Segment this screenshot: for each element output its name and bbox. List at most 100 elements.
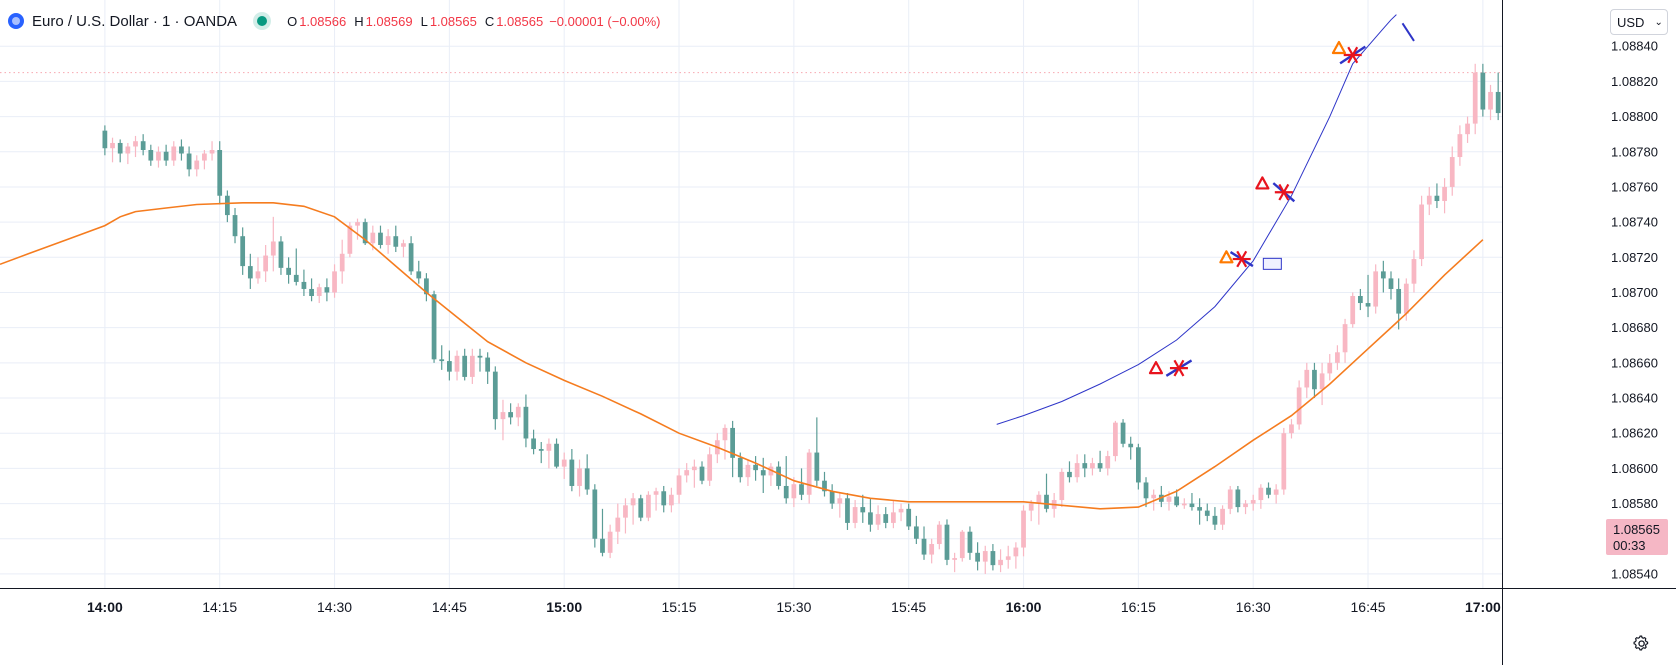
candle-body [156, 151, 161, 161]
symbol-legend: Euro / U.S. Dollar · 1 · OANDA O 1.08566 … [8, 10, 661, 32]
candle-down [309, 278, 314, 302]
candle-body [776, 466, 781, 486]
symbol-title[interactable]: Euro / U.S. Dollar · 1 · OANDA [32, 12, 238, 30]
candle-body [171, 146, 177, 161]
candle-down [776, 461, 781, 490]
candle-down [1120, 419, 1126, 448]
candle-up [1542, 37, 1547, 72]
candle-body [829, 491, 835, 504]
candle-body [1350, 296, 1356, 325]
candle-down [1143, 477, 1149, 508]
plot-area [0, 14, 1562, 574]
candle-body [1411, 259, 1417, 284]
currency-selector[interactable]: USD ⌄ [1610, 9, 1668, 35]
candle-up [959, 529, 965, 562]
price-tick-label: 1.08840 [1611, 39, 1658, 54]
candle-up [929, 538, 935, 564]
candle-body [401, 243, 406, 247]
candle-body [393, 236, 399, 247]
candle-body [1128, 443, 1134, 448]
candle-body [523, 406, 529, 439]
candle-body [1327, 362, 1333, 374]
candle-body [500, 412, 506, 420]
candle-body [263, 255, 269, 272]
cross-marker [1339, 45, 1366, 65]
candle-body [1526, 78, 1531, 89]
candle-body [852, 507, 858, 523]
candle-body [1396, 288, 1402, 314]
candle-body [179, 146, 184, 154]
axis-corner [1503, 589, 1676, 665]
candle-down [431, 290, 437, 363]
candle-down [638, 494, 644, 522]
candle-body [699, 466, 705, 481]
candle-body [990, 551, 996, 566]
triangle-marker [1255, 176, 1270, 190]
candle-body [607, 531, 613, 553]
candle-down [1557, 67, 1562, 143]
low-label: L [420, 13, 428, 29]
candle-body [186, 153, 192, 170]
candle-down [569, 449, 575, 492]
candle-body [1105, 456, 1111, 469]
price-axis: 1.085401.085601.085801.086001.086201.086… [1611, 39, 1658, 582]
candle-up [1105, 450, 1111, 476]
candle-body [1335, 352, 1340, 363]
candle-body [355, 222, 360, 226]
time-tick-label: 15:15 [662, 599, 697, 615]
candle-down [117, 139, 123, 163]
candle-down [462, 348, 468, 381]
candle-body [737, 457, 743, 478]
time-tick-label: 15:45 [891, 599, 926, 615]
candle-body [929, 544, 935, 555]
candle-body [1358, 296, 1363, 304]
cross-marker [1272, 182, 1296, 203]
candle-body [676, 475, 682, 495]
candle-up [332, 264, 337, 298]
candle-body [691, 466, 697, 471]
price-tick-label: 1.08580 [1611, 496, 1658, 511]
candle-body [875, 514, 881, 525]
candle-up [615, 503, 621, 545]
candle-down [975, 542, 980, 571]
candle-body [1465, 123, 1470, 135]
candle-body [1090, 463, 1095, 469]
candle-down [829, 484, 835, 509]
candle-up [1289, 419, 1294, 439]
candle-down [753, 456, 758, 481]
candle-up [623, 498, 628, 534]
candle-down [990, 544, 996, 571]
candle-body [1373, 271, 1379, 307]
candle-body [1135, 447, 1141, 483]
candle-up [630, 493, 636, 525]
candle-down [1044, 473, 1049, 513]
candle-body [1266, 487, 1271, 495]
candle-up [1036, 491, 1042, 525]
candle-up [1250, 494, 1256, 511]
candle-down [1526, 64, 1531, 96]
candle-up [806, 449, 812, 504]
price-tick-label: 1.08600 [1611, 461, 1658, 476]
candle-down [661, 485, 667, 513]
candle-down [447, 350, 452, 381]
candle-down [1197, 498, 1202, 525]
candle-up [676, 468, 682, 504]
candle-body [125, 146, 131, 154]
candle-body [1243, 503, 1248, 508]
candle-up [1021, 505, 1026, 557]
candle-body [913, 526, 919, 539]
candle-up [852, 500, 858, 529]
candle-body [148, 150, 154, 161]
candle-body [431, 294, 437, 360]
candle-up [1426, 186, 1432, 216]
candle-body [653, 491, 659, 495]
candle-body [822, 480, 827, 492]
chart-settings-button[interactable] [1630, 632, 1654, 656]
candle-up [1457, 125, 1463, 166]
candle-down [324, 278, 330, 302]
candle-body [845, 498, 850, 523]
candle-body [1120, 422, 1126, 444]
candle-body [1319, 373, 1325, 390]
